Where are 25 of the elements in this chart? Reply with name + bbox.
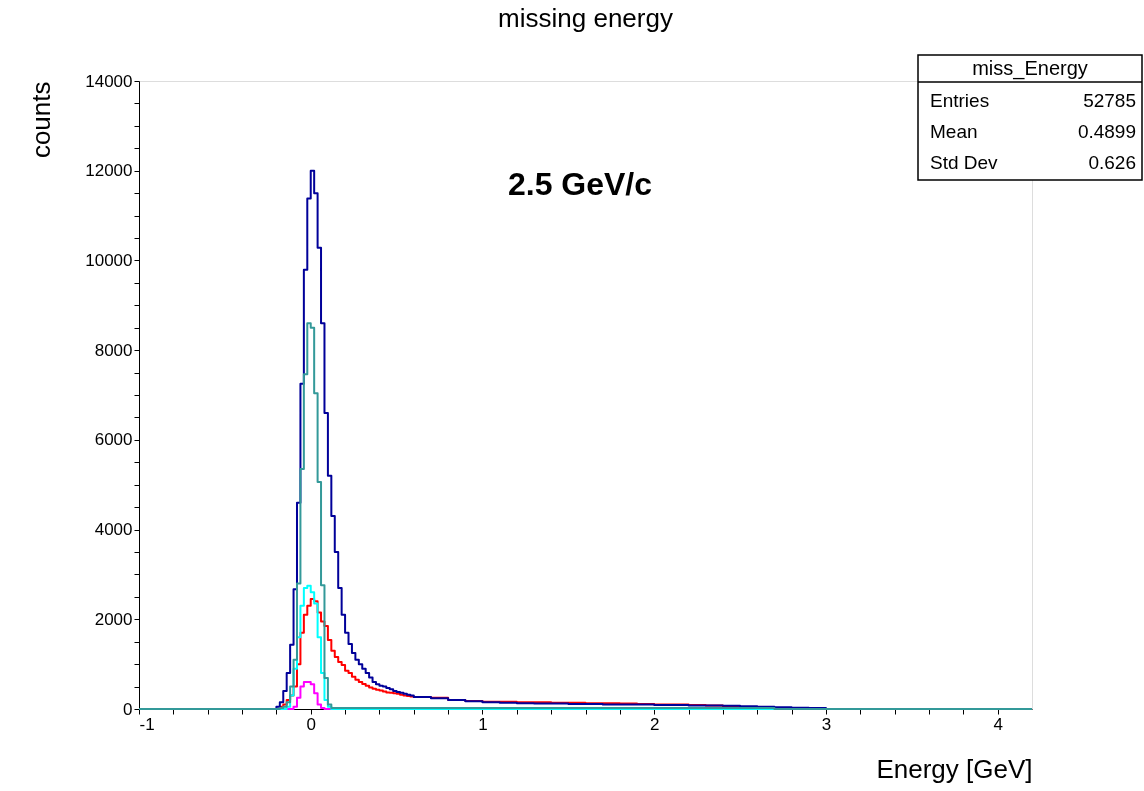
annotation: Std Dev	[930, 152, 999, 173]
x-tick-label: 3	[821, 714, 832, 734]
annotation: Mean	[930, 121, 978, 142]
text: 52785	[1083, 90, 1136, 111]
y-tick-label: 4000	[94, 520, 133, 540]
text: 0.626	[1088, 152, 1136, 173]
y-tick-label: 14000	[85, 71, 133, 91]
x-tick-label: 0	[306, 714, 316, 734]
y-tick-label: 8000	[94, 340, 133, 360]
y-tick-label: 6000	[94, 430, 133, 450]
x-tick-label: 2	[649, 714, 660, 734]
y-axis-title: counts	[26, 81, 57, 159]
annotation: Entries	[930, 90, 990, 111]
x-tick-label: 1	[478, 714, 488, 734]
text: miss_Energy	[972, 57, 1088, 80]
y-tick-label: 10000	[85, 250, 133, 270]
x-axis-title: Energy [GeV]	[876, 753, 1033, 784]
y-tick-label: 2000	[94, 609, 133, 629]
chart-title: missing energy	[498, 3, 673, 34]
y-tick-label: 0	[123, 699, 133, 719]
y-tick-label: 12000	[85, 161, 133, 181]
annotation: 2.5 GeV/c	[507, 166, 653, 202]
x-tick-label: 4	[993, 714, 1003, 734]
text: 0.4899	[1077, 121, 1136, 142]
x-tick-label: -1	[139, 714, 155, 734]
